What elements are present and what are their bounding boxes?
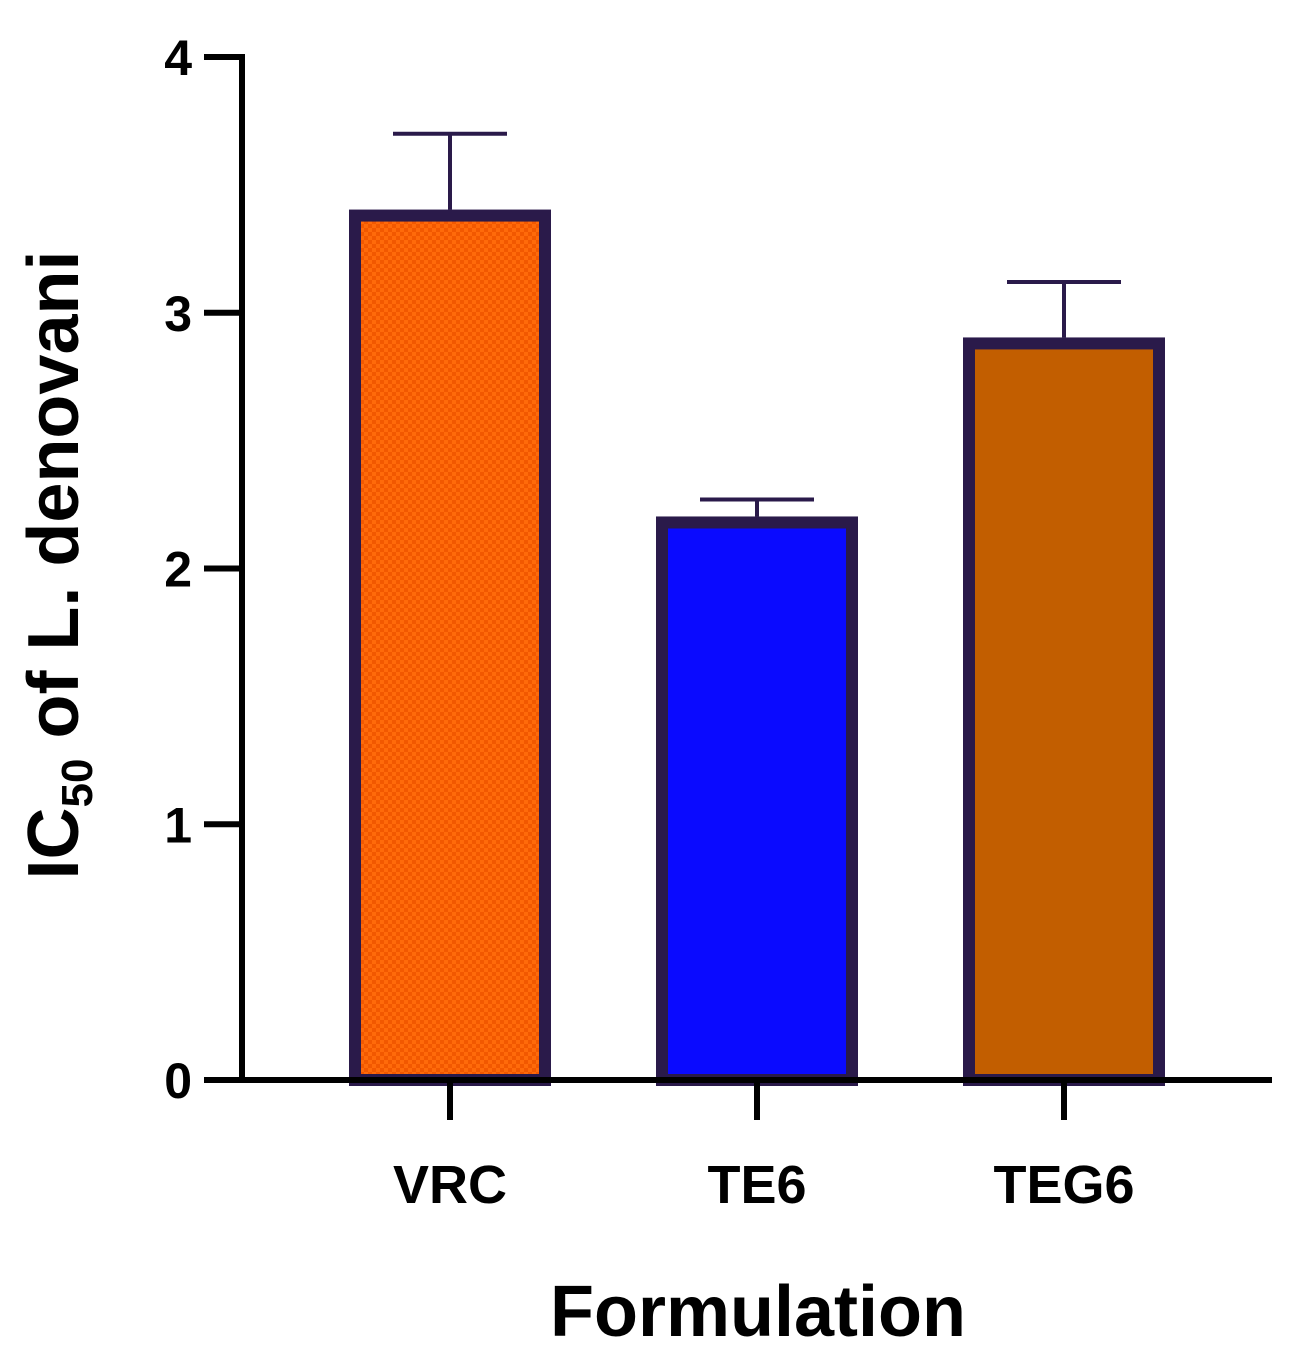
bar-te6: [656, 516, 858, 1086]
y-axis-title-main: IC: [14, 807, 94, 879]
y-tick-label: 1: [164, 797, 192, 853]
x-tick-label-te6: TE6: [707, 1155, 806, 1215]
y-axis-title-subscript: 50: [53, 759, 102, 808]
y-tick-label: 2: [164, 542, 192, 598]
x-axis-title: Formulation: [550, 1272, 966, 1352]
y-tick-label: 0: [164, 1053, 192, 1109]
error-bars-group: [393, 131, 1121, 517]
y-ticks-group: 0 1 2 3 4: [164, 30, 242, 1109]
x-ticks-group: VRC TE6 TEG6: [393, 1080, 1135, 1215]
bar-vrc: [349, 209, 551, 1086]
y-axis-title-rest: of L. denovani: [14, 251, 94, 759]
y-axis-title: IC50 of L. denovani: [14, 251, 102, 880]
bar-teg6: [963, 337, 1165, 1086]
bars-group: [349, 209, 1165, 1086]
y-tick-label: 3: [164, 286, 192, 342]
y-tick-label: 4: [164, 30, 192, 86]
x-tick-label-vrc: VRC: [393, 1155, 507, 1215]
x-tick-label-teg6: TEG6: [993, 1155, 1134, 1215]
